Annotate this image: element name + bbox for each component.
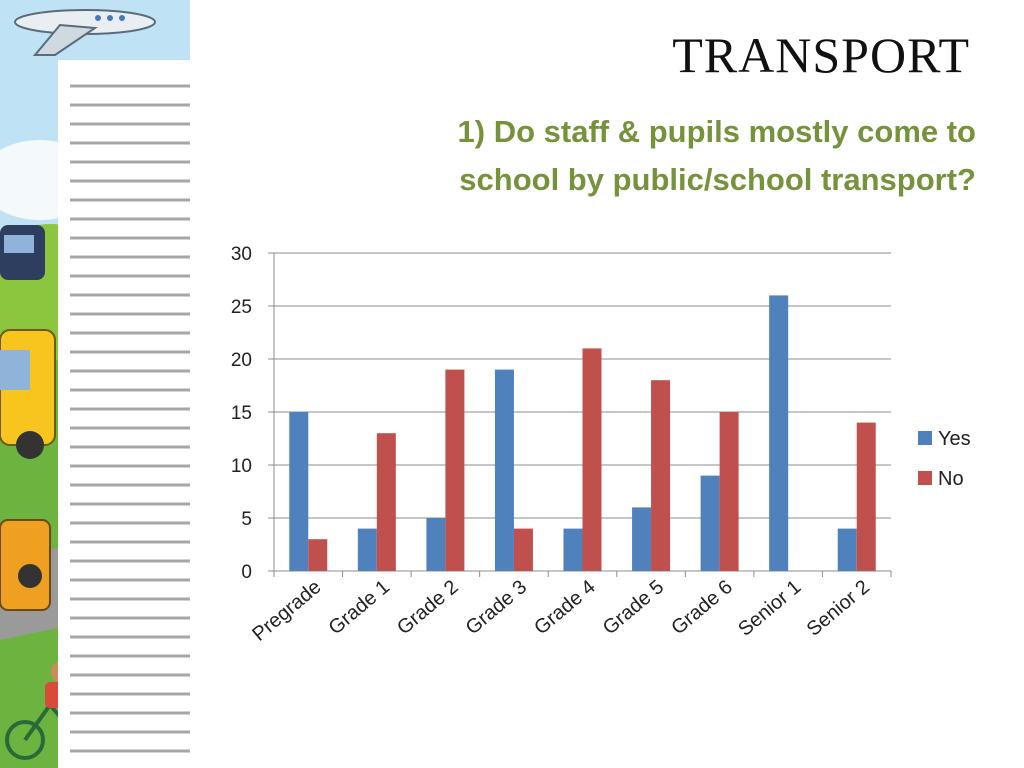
- x-category-label: Pregrade: [248, 576, 325, 646]
- y-tick-label: 25: [231, 297, 252, 318]
- ruled-lines: [70, 84, 190, 753]
- question-line-1: 1) Do staff & pupils mostly come to: [457, 114, 976, 149]
- bar-no: [308, 539, 328, 571]
- y-tick-label: 15: [231, 403, 252, 424]
- airplane-icon: [14, 9, 156, 56]
- question-line-2: school by public/school transport?: [459, 162, 976, 197]
- y-tick-label: 20: [231, 350, 252, 371]
- bar-no: [513, 528, 533, 571]
- y-tick-label: 0: [241, 562, 252, 583]
- bar-yes: [289, 412, 309, 571]
- survey-question: 1) Do staff & pupils mostly come to scho…: [380, 108, 976, 204]
- bar-yes: [632, 507, 652, 571]
- x-category-label: Grade 6: [667, 576, 737, 639]
- legend-label-yes: Yes: [938, 428, 971, 450]
- bar-yes: [769, 295, 789, 571]
- bar-no: [445, 369, 465, 571]
- bar-yes: [357, 528, 377, 571]
- y-tick-label: 10: [231, 456, 252, 477]
- bar-no: [856, 422, 876, 571]
- bar-yes: [494, 369, 514, 571]
- x-category-label: Grade 5: [599, 576, 669, 639]
- bar-yes: [837, 528, 857, 571]
- bar-no: [376, 433, 396, 571]
- x-category-label: Grade 3: [462, 576, 532, 639]
- bar-no: [719, 412, 739, 571]
- x-category-label: Grade 4: [530, 576, 600, 639]
- legend-label-no: No: [938, 468, 964, 490]
- bar-no: [651, 380, 671, 571]
- school-bus-icon: [0, 329, 56, 459]
- bar-yes: [700, 475, 720, 571]
- y-tick-label: 30: [231, 244, 252, 265]
- legend-swatch-yes: [918, 431, 932, 445]
- x-category-label: Grade 1: [325, 576, 395, 639]
- x-category-label: Senior 2: [803, 576, 874, 641]
- y-tick-label: 5: [241, 509, 252, 530]
- bar-yes: [426, 518, 446, 571]
- x-category-label: Grade 2: [393, 576, 463, 639]
- bus-icon: [0, 519, 51, 611]
- bar-yes: [563, 528, 583, 571]
- x-category-label: Senior 1: [734, 576, 805, 641]
- transport-illustration-graphic: [0, 0, 190, 768]
- bar-no: [582, 348, 602, 571]
- car-icon: [0, 225, 45, 280]
- decorative-side-illustration: [0, 0, 190, 768]
- slide-title: TRANSPORT: [672, 27, 970, 83]
- legend-swatch-no: [918, 471, 932, 485]
